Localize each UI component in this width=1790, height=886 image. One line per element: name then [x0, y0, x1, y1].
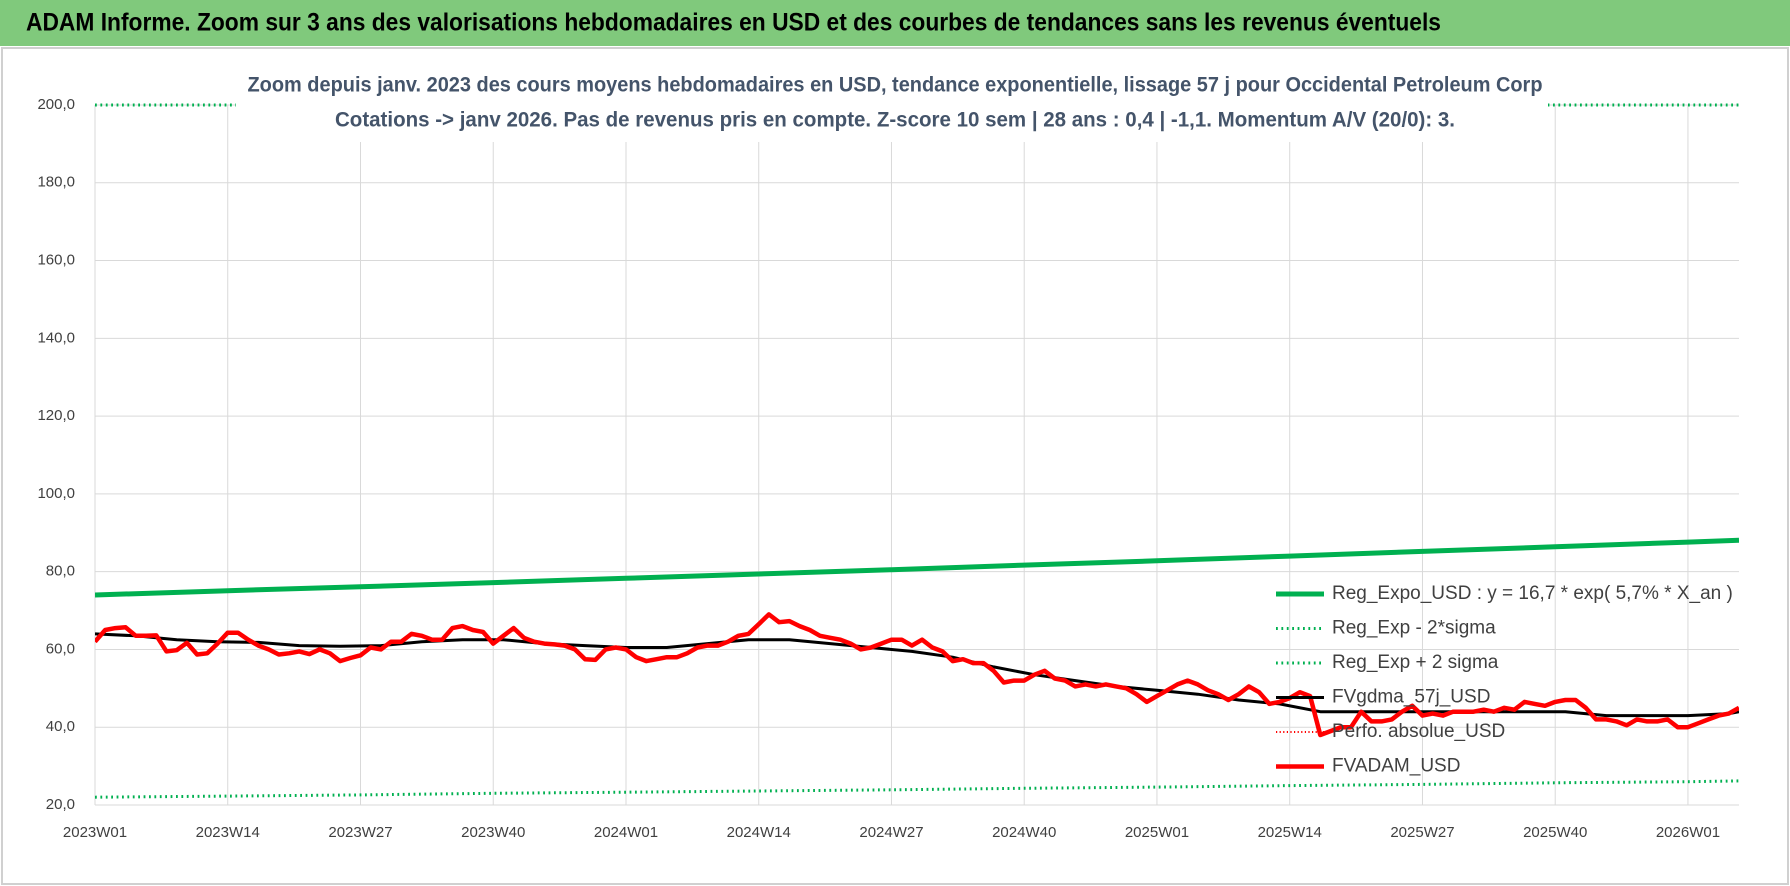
series-line — [95, 612, 1739, 738]
y-tick-label: 80,0 — [46, 563, 75, 580]
legend-label: FVADAM_USD — [1332, 756, 1460, 777]
x-tick-label: 2025W27 — [1390, 824, 1454, 841]
x-tick-label: 2024W01 — [594, 824, 658, 841]
chart-title: Zoom depuis janv. 2023 des cours moyens … — [248, 74, 1543, 97]
chart-frame — [1, 47, 1789, 885]
title-box — [236, 66, 1548, 142]
x-tick-label: 2023W14 — [196, 824, 260, 841]
series-line — [95, 779, 1739, 799]
x-tick-label: 2024W14 — [727, 824, 791, 841]
legend-label: Reg_Exp + 2 sigma — [1332, 652, 1499, 673]
y-tick-label: 160,0 — [37, 252, 75, 269]
x-tick-label: 2024W40 — [992, 824, 1056, 841]
legend-label: Reg_Exp - 2*sigma — [1332, 618, 1496, 639]
x-tick-label: 2025W01 — [1125, 824, 1189, 841]
header-bar — [0, 0, 1790, 46]
plot-area: 20,0 40,0 60,0 80,0 100,0 120,0 140,0 160,0 180,… — [37, 96, 1739, 841]
x-tick-label: 2026W01 — [1656, 824, 1720, 841]
chart-subtitle: Cotations -> janv 2026. Pas de revenus p… — [335, 109, 1455, 132]
y-tick-label: 100,0 — [37, 485, 75, 502]
y-tick-label: 200,0 — [37, 96, 75, 113]
y-tick-label: 120,0 — [37, 407, 75, 424]
legend-label: FVgdma_57j_USD — [1332, 687, 1490, 708]
x-tick-label: 2025W40 — [1523, 824, 1587, 841]
header-title: ADAM Informe. Zoom sur 3 ans des valoris… — [26, 9, 1441, 37]
x-tick-label: 2023W40 — [461, 824, 525, 841]
x-tick-label: 2024W27 — [859, 824, 923, 841]
x-tick-label: 2025W14 — [1258, 824, 1322, 841]
legend: Reg_Expo_USD : y = 16,7 * exp( 5,7% * X_… — [1276, 583, 1733, 777]
series-line — [95, 537, 1739, 598]
x-tick-label: 2023W27 — [328, 824, 392, 841]
legend-label: Perfo. absolue_USD — [1332, 721, 1505, 742]
x-tick-label: 2023W01 — [63, 824, 127, 841]
y-tick-label: 20,0 — [46, 796, 75, 813]
y-tick-label: 140,0 — [37, 329, 75, 346]
legend-label: Reg_Expo_USD : y = 16,7 * exp( 5,7% * X_… — [1332, 583, 1733, 604]
y-tick-label: 180,0 — [37, 174, 75, 191]
y-tick-label: 40,0 — [46, 718, 75, 735]
y-tick-label: 60,0 — [46, 640, 75, 657]
